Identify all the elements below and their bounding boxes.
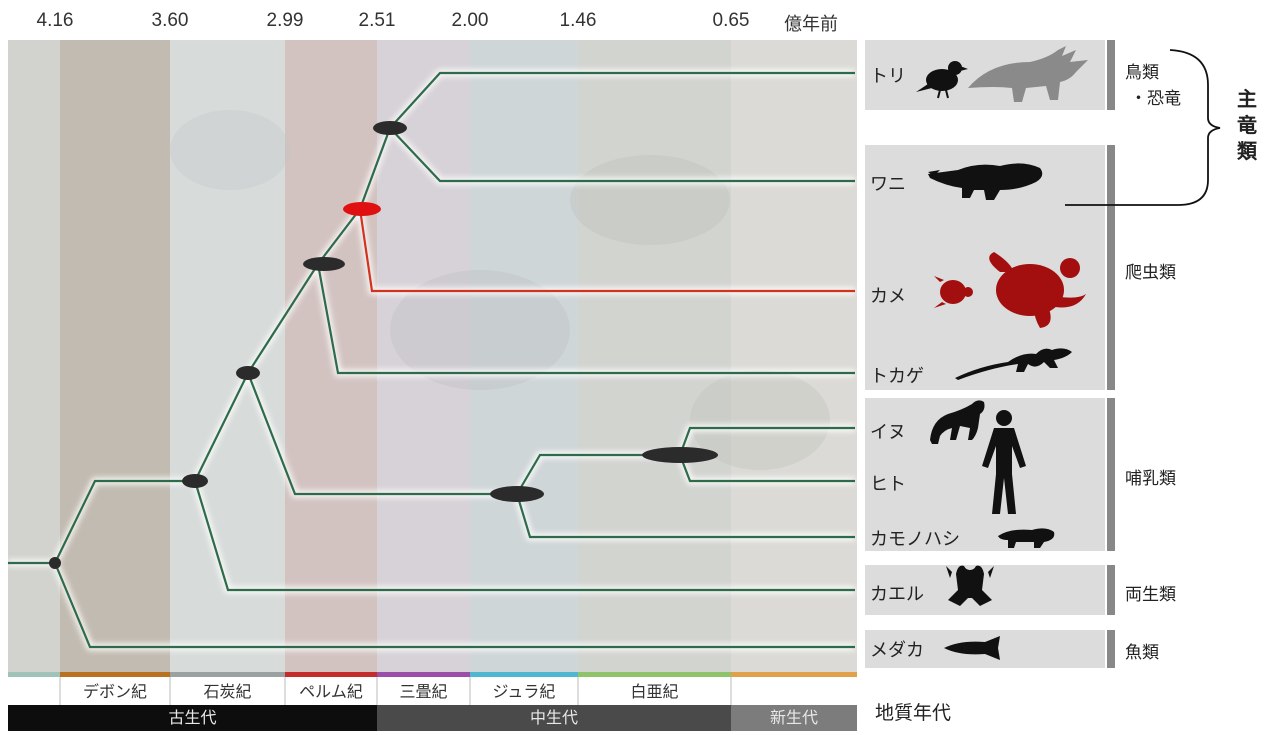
tree-branches — [8, 71, 855, 649]
group-dinos: ・恐竜 — [1130, 89, 1181, 109]
tick-3-60: 3.60 — [151, 10, 189, 31]
branch-turtle — [358, 208, 855, 293]
node-mammals — [490, 486, 544, 502]
tick-2-99: 2.99 — [266, 10, 304, 31]
turtle-silhouette — [934, 252, 1086, 328]
era-label-mesozoic: 中生代 — [529, 708, 578, 727]
bird-silhouette — [916, 61, 968, 99]
band-silurian — [8, 40, 60, 675]
node-amniotes — [236, 366, 260, 380]
group-archosaurs: 主竜類 — [1237, 87, 1257, 163]
group-fish: 魚類 — [1125, 643, 1159, 663]
period-cretaceous: 白亜紀 — [630, 682, 679, 701]
period-carboniferous: 石炭紀 — [203, 682, 252, 701]
era-paleozoic — [8, 705, 377, 731]
band-triassic — [377, 40, 470, 675]
dog-silhouette — [930, 400, 985, 444]
group-mammals: 哺乳類 — [1125, 469, 1176, 489]
taxon-bird: トリ — [870, 66, 906, 87]
tick-2-00: 2.00 — [451, 10, 489, 31]
node-archosaurs — [373, 121, 407, 135]
branch-bird — [389, 71, 855, 129]
axis-unit: 億年前 — [784, 14, 838, 35]
taxon-dog: イヌ — [870, 422, 906, 443]
branch-human — [678, 454, 855, 483]
band-devonian — [60, 40, 170, 675]
dinosaur-silhouette — [968, 46, 1088, 102]
tick-2-51: 2.51 — [358, 10, 396, 31]
group-reptiles: 爬虫類 — [1125, 263, 1176, 283]
group-amphibians: 両生類 — [1125, 585, 1176, 605]
geologic-time-label: 地質年代 — [875, 702, 952, 724]
era-label-paleozoic: 古生代 — [168, 708, 217, 727]
branch-reptiles — [247, 263, 319, 374]
node-turtle-split — [343, 202, 381, 216]
lizard-silhouette — [955, 348, 1072, 380]
panel-amphibians — [865, 565, 1105, 615]
human-silhouette — [982, 410, 1026, 514]
branch-dog — [678, 426, 855, 456]
period-strip — [8, 672, 857, 705]
era-bar — [8, 705, 857, 731]
band-cretaceous — [578, 40, 731, 675]
period-triassic: 三畳紀 — [399, 682, 448, 701]
era-cenozoic — [731, 705, 857, 731]
era-label-cenozoic: 新生代 — [769, 708, 818, 727]
tick-1-46: 1.46 — [559, 10, 597, 31]
node-reptiles — [303, 257, 345, 271]
taxon-lizard: トカゲ — [870, 366, 924, 387]
taxon-platypus: カモノハシ — [870, 529, 960, 550]
branch-platypus — [515, 493, 855, 539]
crocodile-silhouette — [928, 163, 1043, 200]
panel-mammals — [865, 398, 1105, 551]
band-carboniferous — [170, 40, 285, 675]
branch-mammals — [246, 372, 517, 496]
era-mesozoic — [377, 705, 731, 731]
tree-nodes — [49, 121, 718, 569]
tick-0-65: 0.65 — [712, 10, 750, 31]
taxon-turtle: カメ — [870, 286, 906, 307]
archosaur-bracket — [1065, 49, 1221, 206]
period-bands — [8, 40, 857, 675]
node-tetrapods — [182, 474, 208, 488]
branch-amniotes — [194, 372, 249, 482]
node-vertebrates — [49, 557, 61, 569]
branch-lizard — [316, 263, 855, 375]
period-devonian: デボン紀 — [82, 682, 147, 701]
group-birds: 鳥類 — [1125, 63, 1159, 83]
band-permian — [285, 40, 377, 675]
frog-silhouette — [946, 565, 994, 606]
taxon-croc: ワニ — [870, 174, 906, 195]
band-jurassic — [470, 40, 578, 675]
taxon-human: ヒト — [870, 474, 906, 495]
tick-4-16: 4.16 — [36, 10, 74, 31]
taxon-medaka: メダカ — [870, 640, 924, 661]
branch-tetrapods — [54, 479, 195, 564]
branch-medaka — [53, 562, 855, 649]
branch-frog — [193, 480, 855, 592]
period-jurassic: ジュラ紀 — [492, 682, 556, 701]
platypus-silhouette — [998, 528, 1055, 548]
branch-croc — [389, 127, 855, 183]
taxon-frog: カエル — [870, 584, 924, 605]
node-placentals — [642, 447, 718, 463]
period-permian: ペルム紀 — [299, 682, 363, 701]
band-cenozoic — [731, 40, 857, 675]
medaka-silhouette — [944, 636, 1000, 660]
